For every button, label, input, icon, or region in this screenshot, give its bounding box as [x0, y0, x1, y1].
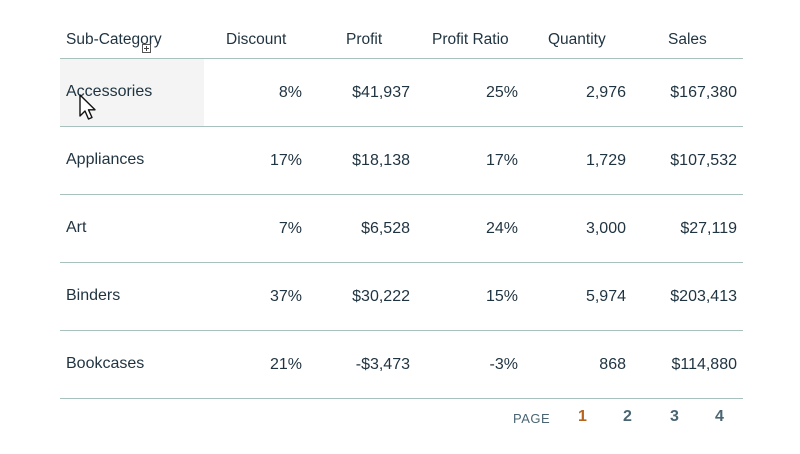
- column-header-profit-ratio[interactable]: Profit Ratio: [432, 31, 509, 48]
- cell-sub-category[interactable]: Accessories: [60, 59, 204, 126]
- table-header-row: Sub-Category Discount Profit Profit Rati…: [60, 22, 743, 59]
- pagination: PAGE 1 2 3 4: [0, 408, 800, 430]
- cell-profit-ratio: 25%: [485, 83, 518, 101]
- data-table: Sub-Category Discount Profit Profit Rati…: [60, 22, 743, 399]
- cell-quantity: 3,000: [585, 219, 626, 237]
- cell-quantity: 868: [599, 355, 626, 373]
- cell-sales: $167,380: [670, 83, 737, 101]
- cell-discount: 37%: [269, 287, 302, 305]
- column-header-profit[interactable]: Profit: [346, 31, 383, 48]
- table-row[interactable]: Art 7% $6,528 24% 3,000 $27,119: [60, 195, 743, 263]
- cell-profit: -$3,473: [355, 355, 410, 373]
- cell-sales: $203,413: [670, 287, 737, 305]
- page-3-button[interactable]: 3: [670, 408, 679, 425]
- table-body: Accessories 8% $41,937 25% 2,976 $167,38…: [60, 59, 743, 399]
- table-row[interactable]: Appliances 17% $18,138 17% 1,729 $107,53…: [60, 127, 743, 195]
- cell-sub-category[interactable]: Art: [66, 218, 87, 236]
- table-row[interactable]: Accessories 8% $41,937 25% 2,976 $167,38…: [60, 59, 743, 127]
- page-1-button[interactable]: 1: [578, 408, 587, 425]
- pagination-label: PAGE: [513, 411, 551, 426]
- cell-profit: $18,138: [352, 151, 410, 169]
- column-header-discount[interactable]: Discount: [226, 31, 287, 48]
- cell-quantity: 2,976: [585, 83, 626, 101]
- cell-sales: $114,880: [671, 355, 737, 373]
- column-header-quantity[interactable]: Quantity: [548, 31, 606, 48]
- page-4-button[interactable]: 4: [715, 408, 724, 425]
- page-2-button[interactable]: 2: [623, 408, 632, 425]
- cell-profit-ratio: -3%: [489, 355, 518, 373]
- cell-discount: 7%: [278, 219, 302, 237]
- cell-sub-category[interactable]: Appliances: [66, 150, 145, 168]
- cell-profit: $6,528: [361, 219, 410, 237]
- column-header-sub-category[interactable]: Sub-Category: [66, 31, 162, 48]
- cell-profit-ratio: 17%: [485, 151, 518, 169]
- column-header-sales[interactable]: Sales: [668, 31, 707, 48]
- cell-quantity: 1,729: [585, 151, 626, 169]
- cell-discount: 8%: [278, 83, 302, 101]
- cell-discount: 21%: [269, 355, 302, 373]
- cell-sub-category[interactable]: Binders: [66, 286, 121, 304]
- cell-sales: $27,119: [680, 219, 737, 237]
- expand-plus-icon[interactable]: [142, 44, 151, 53]
- cell-profit: $30,222: [352, 287, 410, 305]
- cell-profit: $41,937: [352, 83, 410, 101]
- cell-quantity: 5,974: [585, 287, 626, 305]
- cell-profit-ratio: 15%: [485, 287, 518, 305]
- table-row[interactable]: Bookcases 21% -$3,473 -3% 868 $114,880: [60, 331, 743, 399]
- cell-discount: 17%: [269, 151, 302, 169]
- cell-sales: $107,532: [670, 151, 737, 169]
- table-row[interactable]: Binders 37% $30,222 15% 5,974 $203,413: [60, 263, 743, 331]
- cell-sub-category[interactable]: Bookcases: [66, 354, 145, 372]
- cell-profit-ratio: 24%: [485, 219, 518, 237]
